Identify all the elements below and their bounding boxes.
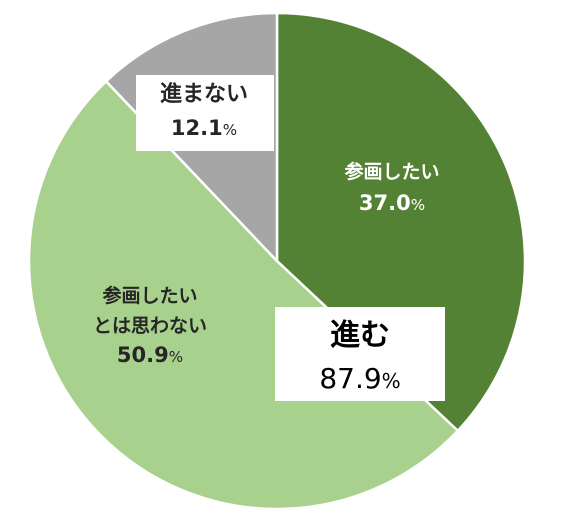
summary-box-value: 87.9% — [319, 362, 400, 395]
slice-susumanai-value: 12.1% — [171, 116, 237, 140]
slice-sanka-shitai-towa-omowanai-label-line-2: とは思わない — [93, 315, 207, 337]
summary-box-background — [275, 307, 445, 401]
slice-sanka-shitai-towa-omowanai — [27, 79, 460, 511]
slice-sanka-shitai — [275, 11, 527, 433]
pie-slices — [27, 11, 527, 511]
slice-susumanai-label-group: 進まない 12.1% — [136, 75, 274, 151]
summary-box: 進む 87.9% — [275, 307, 445, 401]
slice-sanka-shitai-label-group: 参画したい 37.0% — [344, 160, 439, 215]
slice-sanka-shitai-towa-omowanai-value: 50.9% — [117, 343, 183, 367]
summary-box-label: 進む — [330, 318, 390, 353]
slice-susumanai-label-box — [136, 75, 274, 151]
slice-susumanai-label-line-1: 進まない — [160, 82, 248, 107]
slice-sanka-shitai-towa-omowanai-label-line-1: 参画したい — [102, 284, 197, 307]
slice-sanka-shitai-value: 37.0% — [359, 191, 425, 215]
slice-sanka-shitai-label-line-1: 参画したい — [344, 160, 439, 183]
